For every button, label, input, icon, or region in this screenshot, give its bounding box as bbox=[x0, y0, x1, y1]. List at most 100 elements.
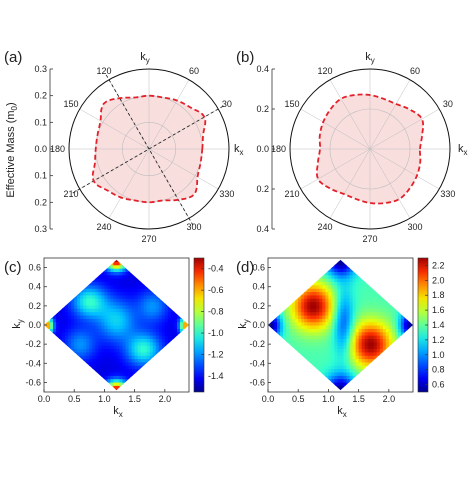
heatmap-cell-d bbox=[319, 335, 323, 339]
heatmap-cell-c bbox=[56, 294, 60, 299]
heatmap-cell-d bbox=[295, 325, 299, 329]
heatmap-cell-c bbox=[122, 259, 127, 262]
heatmap-cell-c bbox=[128, 355, 133, 360]
heatmap-cell-d bbox=[292, 291, 296, 296]
heatmap-cell-c bbox=[134, 385, 139, 390]
heatmap-cell-c bbox=[158, 338, 163, 343]
heatmap-cell-d bbox=[349, 311, 354, 316]
heatmap-cell-c bbox=[164, 298, 169, 303]
heatmap-cell-d bbox=[397, 301, 402, 306]
heatmap-cell-d bbox=[358, 264, 363, 269]
heatmap-cell-c bbox=[56, 304, 60, 309]
outer-circle-a bbox=[68, 68, 230, 230]
heatmap-cell-c bbox=[164, 338, 169, 343]
heatmap-cell-d bbox=[394, 348, 399, 353]
heatmap-cell-c bbox=[137, 338, 142, 343]
heatmap-cell-c bbox=[116, 298, 121, 303]
heatmap-cell-d bbox=[331, 325, 336, 329]
heatmap-cell-c bbox=[143, 325, 148, 329]
heatmap-cell-c bbox=[47, 345, 51, 350]
heatmap-cell-c bbox=[95, 368, 99, 373]
heatmap-cell-d bbox=[343, 281, 348, 286]
heatmap-cell-d bbox=[286, 268, 290, 272]
heatmap-cell-d bbox=[394, 368, 399, 373]
heatmap-cell-c bbox=[125, 355, 130, 360]
heatmap-cell-d bbox=[391, 318, 396, 323]
heatmap-cell-c bbox=[146, 358, 151, 363]
heatmap-cell-c bbox=[98, 264, 102, 269]
heatmap-cell-c bbox=[104, 341, 109, 346]
heatmap-cell-d bbox=[379, 311, 384, 316]
heatmap-cell-d bbox=[406, 314, 411, 319]
heatmap-cell-c bbox=[59, 284, 63, 289]
heatmap-cell-c bbox=[110, 264, 115, 269]
heatmap-cell-d bbox=[274, 338, 278, 343]
heatmap-cell-d bbox=[358, 358, 363, 363]
heatmap-cell-d bbox=[379, 281, 384, 286]
y-tick-label-c-4: -0.2 bbox=[25, 339, 41, 349]
heatmap-cell-d bbox=[319, 348, 323, 353]
heatmap-cell-d bbox=[274, 268, 278, 272]
heatmap-cell-c bbox=[44, 371, 48, 376]
heatmap-cell-c bbox=[44, 314, 48, 319]
heatmap-cell-c bbox=[65, 335, 69, 339]
heatmap-cell-d bbox=[322, 268, 326, 272]
heatmap-cell-c bbox=[101, 294, 106, 299]
heatmap-cell-c bbox=[92, 385, 96, 390]
heatmap-cell-d bbox=[379, 308, 384, 313]
heatmap-cell-c bbox=[80, 345, 84, 350]
heatmap-cell-c bbox=[125, 308, 130, 313]
heatmap-cell-d bbox=[289, 264, 293, 269]
heatmap-cell-c bbox=[65, 284, 69, 289]
heatmap-cell-c bbox=[95, 375, 99, 380]
heatmap-cell-c bbox=[53, 264, 57, 269]
heatmap-cell-c bbox=[65, 385, 69, 390]
heatmap-cell-d bbox=[304, 365, 308, 370]
heatmap-cell-c bbox=[92, 314, 96, 319]
heatmap-cell-c bbox=[152, 274, 157, 279]
heatmap-cell-d bbox=[364, 288, 369, 293]
heatmap-cell-d bbox=[370, 304, 375, 309]
heatmap-cell-c bbox=[77, 271, 81, 276]
heatmap-cell-d bbox=[334, 351, 339, 356]
heatmap-cell-d bbox=[403, 318, 408, 323]
heatmap-cell-d bbox=[268, 328, 272, 333]
heatmap-cell-d bbox=[277, 331, 281, 336]
heatmap-cell-c bbox=[95, 381, 99, 386]
heatmap-cell-d bbox=[364, 325, 369, 329]
heatmap-cell-d bbox=[307, 365, 311, 370]
heatmap-cell-d bbox=[286, 274, 290, 279]
heatmap-cell-d bbox=[301, 304, 305, 309]
heatmap-cell-d bbox=[280, 335, 284, 339]
heatmap-cell-d bbox=[376, 271, 381, 276]
heatmap-cell-d bbox=[403, 341, 408, 346]
heatmap-cell-d bbox=[370, 264, 375, 269]
heatmap-cell-d bbox=[316, 345, 320, 350]
heatmap-cell-d bbox=[385, 378, 390, 383]
heatmap-cell-c bbox=[179, 358, 184, 363]
heatmap-cell-c bbox=[173, 301, 178, 306]
heatmap-cell-c bbox=[104, 268, 109, 272]
heatmap-cell-d bbox=[337, 375, 342, 380]
heatmap-cell-c bbox=[182, 341, 187, 346]
heatmap-cell-d bbox=[391, 314, 396, 319]
heatmap-cell-c bbox=[110, 301, 115, 306]
heatmap-cell-c bbox=[128, 301, 133, 306]
heatmap-cell-c bbox=[83, 291, 87, 296]
heatmap-cell-d bbox=[394, 314, 399, 319]
heatmap-cell-d bbox=[298, 288, 302, 293]
heatmap-cell-c bbox=[95, 281, 99, 286]
heatmap-cell-d bbox=[340, 365, 345, 370]
heatmap-cell-c bbox=[83, 335, 87, 339]
heatmap-cell-c bbox=[110, 304, 115, 309]
heatmap-cell-d bbox=[289, 288, 293, 293]
heatmap-cell-d bbox=[382, 371, 387, 376]
heatmap-cell-d bbox=[274, 288, 278, 293]
heatmap-cell-d bbox=[277, 281, 281, 286]
heatmap-cell-c bbox=[143, 259, 148, 262]
heatmap-cell-c bbox=[128, 298, 133, 303]
heatmap-cell-c bbox=[56, 338, 60, 343]
heatmap-cell-c bbox=[173, 274, 178, 279]
heatmap-cell-d bbox=[271, 371, 275, 376]
heatmap-cell-c bbox=[59, 328, 63, 333]
